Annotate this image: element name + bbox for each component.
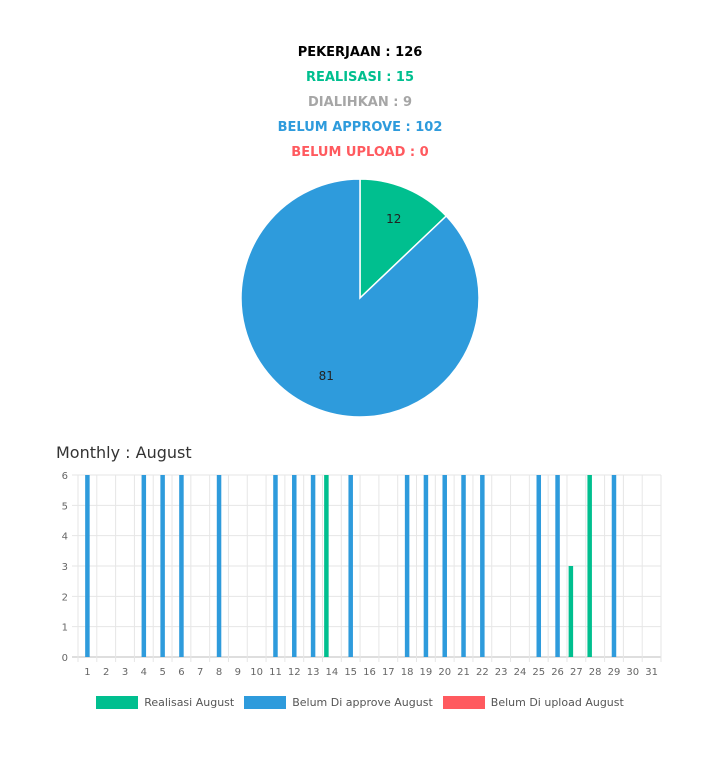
bar-belum-di-approve-august-day-29[interactable] <box>611 475 617 657</box>
bar-realisasi-august-day-28[interactable] <box>587 475 592 657</box>
bar-belum-di-approve-august-day-15[interactable] <box>348 475 353 657</box>
x-tick-label: 13 <box>307 667 320 678</box>
pie-data-label-0: 12 <box>386 212 401 226</box>
x-tick-label: 22 <box>476 667 489 678</box>
legend-item-belum-approve[interactable]: Belum Di approve August <box>244 696 433 709</box>
x-tick-label: 19 <box>420 667 433 678</box>
bar-belum-di-approve-august-day-6[interactable] <box>179 475 184 657</box>
x-tick-label: 15 <box>344 667 357 678</box>
pie-slice-1[interactable] <box>240 178 480 418</box>
bar-belum-di-approve-august-day-22[interactable] <box>480 475 485 657</box>
x-tick-label: 21 <box>457 667 470 678</box>
x-tick-label: 16 <box>363 667 376 678</box>
bar-belum-di-approve-august-day-5[interactable] <box>160 475 165 657</box>
bar-belum-di-approve-august-day-4[interactable] <box>141 475 147 657</box>
x-tick-label: 6 <box>178 667 184 678</box>
bar-chart-legend: Realisasi August Belum Di approve August… <box>0 696 720 709</box>
y-tick-label: 1 <box>62 623 68 634</box>
bar-belum-di-approve-august-day-18[interactable] <box>404 475 410 657</box>
legend-swatch-realisasi <box>96 696 139 709</box>
x-tick-label: 29 <box>608 667 621 678</box>
legend-item-belum-upload[interactable]: Belum Di upload August <box>442 696 624 709</box>
belum-approve-total: BELUM APPROVE : 102 <box>277 120 443 135</box>
bar-belum-di-approve-august-day-25[interactable] <box>536 475 542 657</box>
x-tick-label: 24 <box>514 667 527 678</box>
bar-belum-di-approve-august-day-13[interactable] <box>310 475 316 657</box>
bar-belum-di-approve-august-day-26[interactable] <box>555 475 560 657</box>
pekerjaan-total: PEKERJAAN : 126 <box>297 45 423 60</box>
x-tick-label: 4 <box>141 667 147 678</box>
dialihkan-total: DIALIHKAN : 9 <box>308 95 412 110</box>
y-tick-label: 0 <box>62 653 68 664</box>
x-tick-label: 2 <box>103 667 109 678</box>
monthly-chart-title: Monthly : August <box>56 443 192 462</box>
x-tick-label: 9 <box>235 667 241 678</box>
x-tick-label: 23 <box>495 667 508 678</box>
x-tick-label: 11 <box>269 667 282 678</box>
bar-belum-di-approve-august-day-21[interactable] <box>461 475 466 657</box>
bar-realisasi-august-day-27[interactable] <box>568 566 574 657</box>
pie-slice-0[interactable] <box>359 178 448 300</box>
x-tick-label: 17 <box>382 667 395 678</box>
x-tick-label: 28 <box>589 667 602 678</box>
x-tick-label: 1 <box>84 667 90 678</box>
legend-swatch-belum-approve <box>244 696 287 709</box>
status-pie-chart: 12 81 <box>240 178 480 418</box>
x-tick-label: 27 <box>570 667 583 678</box>
x-tick-label: 3 <box>122 667 128 678</box>
bar-realisasi-august-day-14[interactable] <box>324 475 329 657</box>
y-tick-label: 3 <box>62 562 68 573</box>
x-tick-label: 26 <box>551 667 564 678</box>
bar-belum-di-approve-august-day-20[interactable] <box>442 475 447 657</box>
x-tick-label: 20 <box>438 667 451 678</box>
y-tick-label: 4 <box>62 532 68 543</box>
legend-label-realisasi: Realisasi August <box>144 696 235 709</box>
x-tick-label: 7 <box>197 667 203 678</box>
x-tick-label: 8 <box>216 667 222 678</box>
legend-swatch-belum-upload <box>442 696 485 709</box>
x-tick-label: 30 <box>626 667 639 678</box>
y-tick-label: 2 <box>62 592 68 603</box>
x-tick-label: 12 <box>288 667 301 678</box>
y-tick-label: 5 <box>62 501 68 512</box>
legend-item-realisasi[interactable]: Realisasi August <box>96 696 234 709</box>
realisasi-total: REALISASI : 15 <box>305 70 415 85</box>
x-tick-label: 5 <box>159 667 165 678</box>
bar-belum-di-approve-august-day-11[interactable] <box>273 475 278 657</box>
belum-upload-total: BELUM UPLOAD : 0 <box>291 145 429 160</box>
x-tick-label: 25 <box>532 667 545 678</box>
x-tick-label: 10 <box>250 667 263 678</box>
summary-stats: PEKERJAAN : 126 REALISASI : 15 DIALIHKAN… <box>0 44 720 169</box>
legend-label-belum-approve: Belum Di approve August <box>292 696 433 709</box>
legend-label-belum-upload: Belum Di upload August <box>490 696 624 709</box>
bar-belum-di-approve-august-day-12[interactable] <box>292 475 297 657</box>
y-tick-label: 6 <box>62 471 68 482</box>
x-tick-label: 31 <box>645 667 658 678</box>
pie-data-label-1: 81 <box>319 369 334 383</box>
bar-belum-di-approve-august-day-1[interactable] <box>85 475 90 657</box>
x-tick-label: 18 <box>401 667 414 678</box>
x-tick-label: 14 <box>326 667 339 678</box>
bar-belum-di-approve-august-day-8[interactable] <box>216 475 222 657</box>
bar-belum-di-approve-august-day-19[interactable] <box>423 475 429 657</box>
